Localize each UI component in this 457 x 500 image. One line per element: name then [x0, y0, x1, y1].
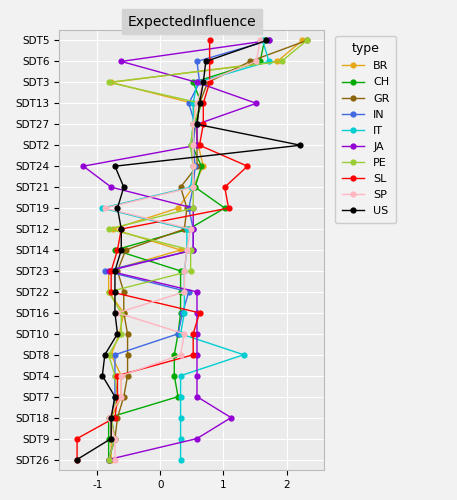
Legend: BR, CH, GR, IN, IT, JA, PE, SL, SP, US: BR, CH, GR, IN, IT, JA, PE, SL, SP, US: [335, 36, 396, 223]
Title: ExpectedInfluence: ExpectedInfluence: [128, 15, 256, 29]
